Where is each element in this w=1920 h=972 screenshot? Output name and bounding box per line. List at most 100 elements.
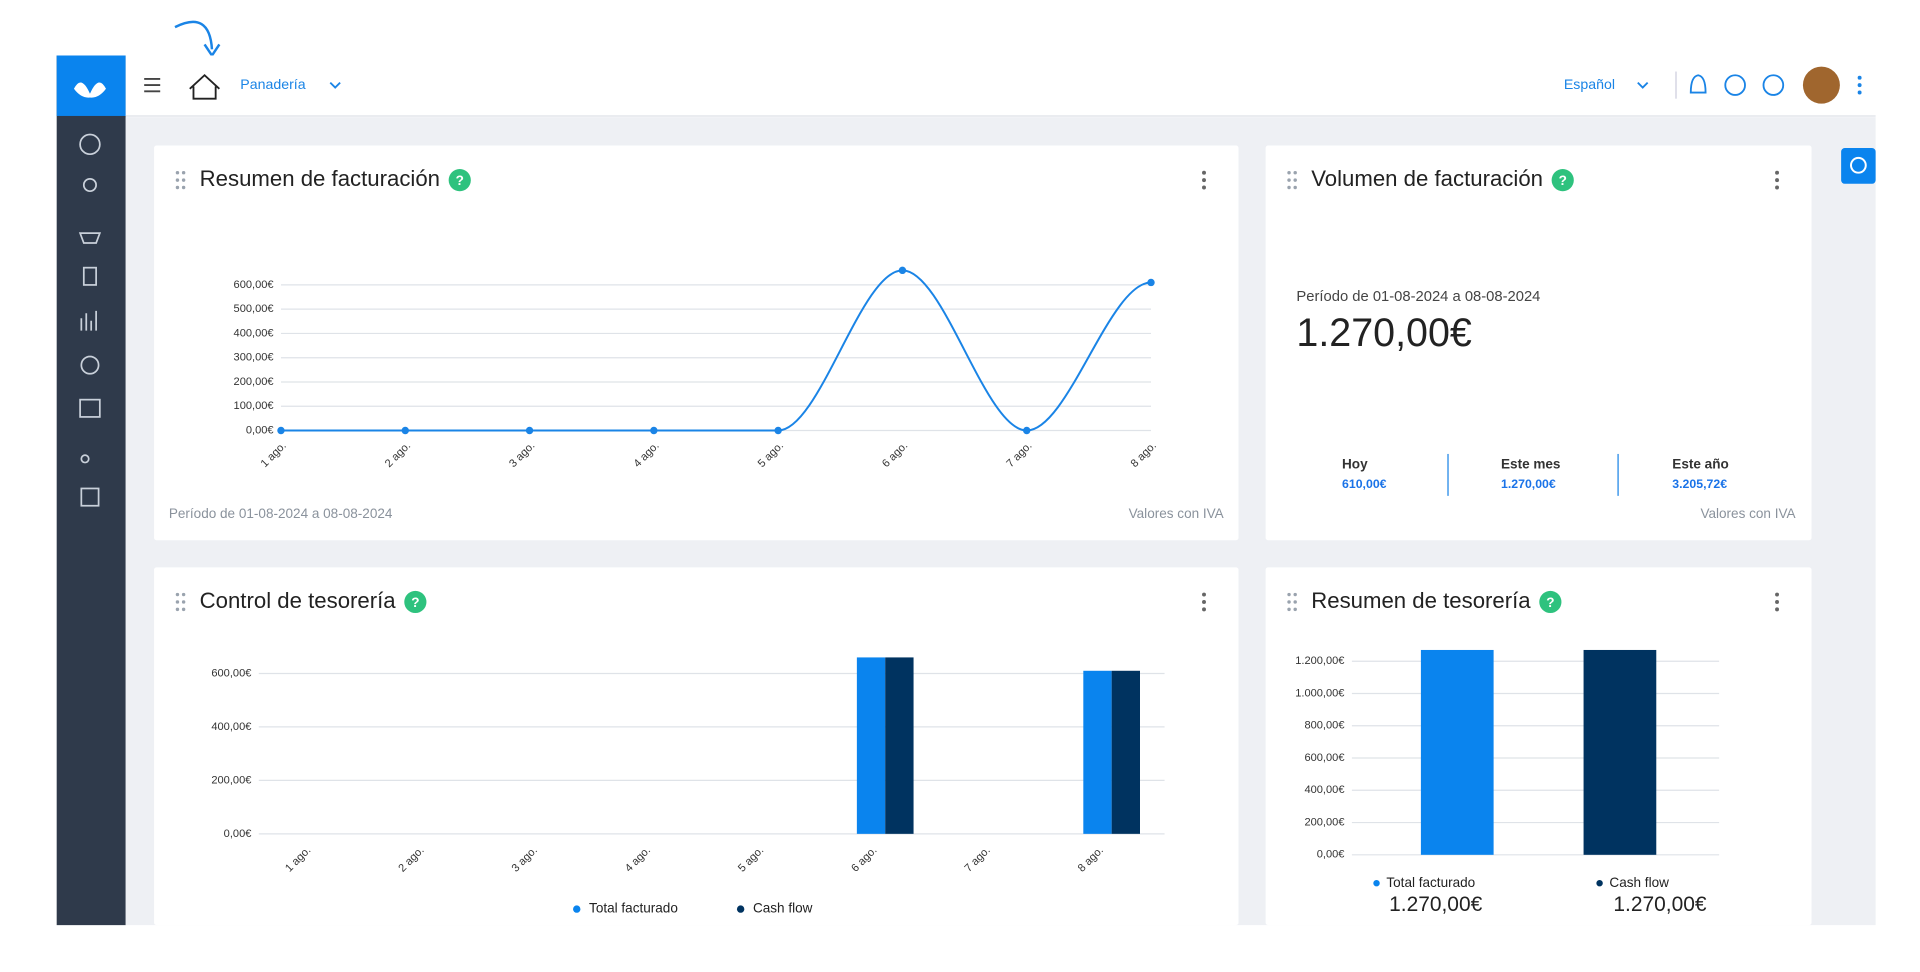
drag-handle — [1293, 600, 1297, 604]
drag-handle — [1293, 185, 1297, 190]
y-tick-label: 1.000,00€ — [1295, 687, 1344, 699]
help-badge — [448, 168, 471, 192]
more-button[interactable] — [1857, 75, 1862, 95]
total: 1.270,00€ — [1296, 311, 1471, 355]
chevron[interactable] — [1637, 81, 1649, 89]
avatar[interactable] — [1802, 66, 1840, 104]
legend-dot — [1373, 879, 1380, 887]
icon-dashboard[interactable] — [79, 133, 101, 156]
point — [1023, 426, 1031, 435]
legend-label: Total facturado — [1386, 875, 1475, 890]
business-name[interactable]: Panadería — [240, 77, 305, 93]
drag-handle — [181, 600, 186, 604]
y-tick-label: 600,00€ — [211, 667, 251, 679]
y-tick-label: 300,00€ — [234, 352, 274, 364]
icon-settings[interactable] — [80, 355, 100, 375]
drag-handle — [1293, 607, 1297, 612]
arrow — [174, 20, 214, 50]
drag-handle — [175, 178, 180, 182]
icon-pos[interactable] — [80, 487, 100, 507]
point — [898, 266, 907, 275]
footer-note: Valores con IVA — [1700, 506, 1796, 521]
messages[interactable] — [1724, 74, 1746, 96]
y-tick-label: 200,00€ — [211, 774, 251, 786]
y-tick-label: 200,00€ — [1304, 816, 1344, 828]
legend-dot — [1596, 879, 1603, 887]
drag-handle — [1287, 592, 1291, 597]
point — [525, 426, 534, 435]
y-tick-label: 1.200,00€ — [1295, 655, 1344, 667]
point — [1147, 278, 1155, 287]
chevron[interactable] — [329, 81, 341, 89]
logo — [73, 82, 106, 98]
logo-block[interactable] — [56, 55, 126, 116]
business-logo — [189, 73, 220, 100]
icon-shop[interactable] — [78, 232, 102, 244]
card-menu — [1202, 592, 1206, 597]
point — [401, 426, 409, 435]
bar — [856, 657, 886, 834]
bar — [1583, 649, 1657, 855]
stat-value: 1.270,00€ — [1501, 477, 1556, 491]
bar — [1083, 670, 1112, 834]
drag-handle — [1293, 170, 1297, 175]
footer-note: Valores con IVA — [1129, 506, 1225, 521]
drag-handle — [1293, 592, 1297, 597]
card-menu — [1775, 178, 1780, 183]
drag-handle — [1287, 178, 1291, 182]
card — [1265, 145, 1812, 541]
card — [154, 145, 1239, 541]
card-menu — [1775, 607, 1780, 612]
help-mark: ? — [1559, 173, 1567, 188]
period: Período de 01-08-2024 a 08-08-2024 — [1296, 289, 1540, 305]
card-menu — [1202, 170, 1206, 175]
drag-handle — [1287, 185, 1291, 190]
y-tick-label: 0,00€ — [246, 424, 274, 436]
icon-integrations[interactable] — [80, 454, 90, 464]
help[interactable] — [1762, 74, 1785, 96]
card-menu — [1202, 599, 1206, 604]
notifications[interactable] — [1689, 74, 1707, 94]
drag-handle — [175, 600, 180, 604]
icon-reports[interactable] — [80, 310, 97, 331]
card-title: Resumen de tesorería — [1311, 588, 1531, 613]
card-menu — [1202, 607, 1206, 612]
legend-dot — [736, 905, 745, 913]
help-mark: ? — [456, 173, 464, 188]
y-tick-label: 0,00€ — [1317, 849, 1345, 861]
y-tick-label: 500,00€ — [234, 303, 274, 315]
menu-button[interactable] — [144, 78, 161, 93]
stat-value: 3.205,72€ — [1672, 477, 1727, 491]
value-label: 1.270,00€ — [1389, 893, 1482, 916]
top-bar — [125, 55, 1876, 116]
y-tick-label: 800,00€ — [1304, 720, 1344, 732]
card-menu — [1775, 599, 1780, 604]
stat-value: 610,00€ — [1342, 477, 1387, 491]
y-tick-label: 600,00€ — [1304, 752, 1344, 764]
point — [277, 426, 285, 435]
language[interactable]: Español — [1564, 77, 1615, 93]
drag-handle — [181, 592, 186, 597]
legend-label: Cash flow — [753, 901, 813, 916]
card-menu — [1775, 170, 1780, 175]
drag-handle — [175, 170, 180, 175]
legend-dot — [573, 905, 581, 913]
drag-handle — [175, 592, 180, 597]
y-tick-label: 400,00€ — [234, 327, 274, 339]
card — [154, 567, 1239, 926]
icon-calendar[interactable] — [79, 398, 101, 418]
card-menu — [1202, 185, 1206, 190]
icon-contacts[interactable] — [82, 177, 97, 193]
footer-note: Período de 01-08-2024 a 08-08-2024 — [169, 506, 393, 521]
icon-docs[interactable] — [82, 266, 97, 286]
settings-button[interactable] — [1841, 148, 1876, 184]
card-title: Resumen de facturación — [200, 166, 440, 191]
help-badge — [404, 590, 427, 614]
stat-label: Este mes — [1501, 457, 1560, 472]
value-label: 1.270,00€ — [1613, 893, 1706, 916]
y-tick-label: 200,00€ — [234, 376, 274, 388]
sidebar — [56, 55, 126, 926]
drag-handle — [1287, 170, 1291, 175]
help-mark: ? — [1546, 595, 1554, 610]
